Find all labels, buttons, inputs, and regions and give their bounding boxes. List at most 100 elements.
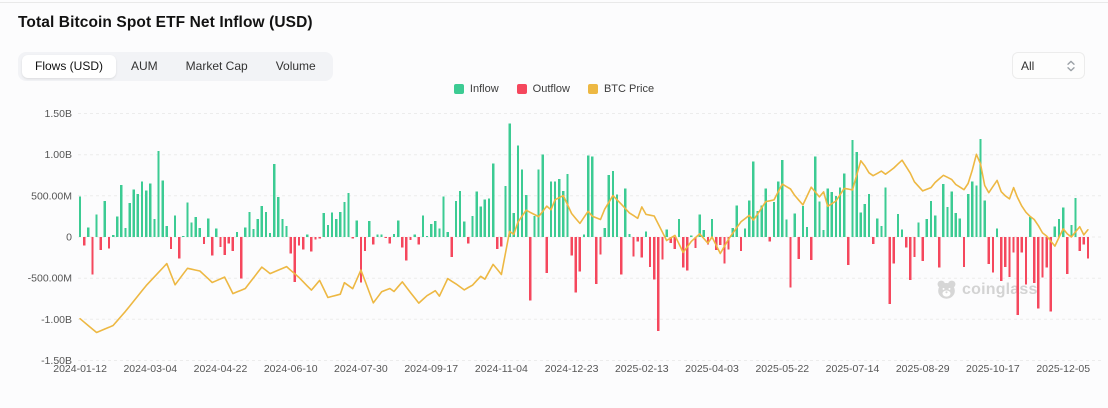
flow-bar[interactable] [252,228,255,237]
flow-bar[interactable] [211,237,214,256]
flow-bar[interactable] [1000,237,1003,282]
flow-bar[interactable] [805,226,809,237]
flow-bar[interactable] [107,237,111,249]
flow-bar[interactable] [413,234,416,237]
flow-bar[interactable] [479,206,482,238]
flow-bar[interactable] [326,225,330,237]
flow-bar[interactable] [330,212,334,237]
flow-bar[interactable] [611,171,615,237]
flow-bar[interactable] [756,211,759,237]
flow-bar[interactable] [987,237,990,264]
flow-bar[interactable] [591,156,594,238]
flow-bar[interactable] [136,194,139,237]
flow-bar[interactable] [962,237,966,267]
flow-bar[interactable] [306,234,309,237]
flow-bar[interactable] [355,220,358,237]
flow-bar[interactable] [504,185,507,237]
flow-bar[interactable] [1037,237,1040,309]
flow-bar[interactable] [376,234,379,237]
flow-bar[interactable] [727,237,730,250]
flow-bar[interactable] [1045,237,1048,268]
flow-bar[interactable] [723,237,726,264]
flow-bar[interactable] [867,193,871,237]
flow-bar[interactable] [1004,237,1007,268]
flow-bar[interactable] [971,181,974,237]
flow-bar[interactable] [830,191,833,237]
flow-bar[interactable] [587,155,590,237]
flow-bar[interactable] [942,184,945,237]
flow-bar[interactable] [145,190,148,237]
flow-bar[interactable] [905,237,908,248]
flow-bar[interactable] [541,154,544,237]
flow-bar[interactable] [917,222,920,237]
flow-bar[interactable] [219,237,222,248]
flow-bar[interactable] [599,237,602,255]
flow-bar[interactable] [781,160,784,237]
flow-bar[interactable] [78,196,82,237]
flow-bar[interactable] [392,234,396,237]
flow-bar[interactable] [516,145,520,237]
flow-bar[interactable] [938,237,941,268]
flow-bar[interactable] [801,206,805,237]
flow-bar[interactable] [359,237,363,283]
flow-bar[interactable] [847,237,850,266]
flow-bar[interactable] [1078,237,1081,252]
flow-bar[interactable] [161,180,164,237]
flow-bar[interactable] [401,237,404,248]
flow-bar[interactable] [834,195,838,237]
flow-bar[interactable] [335,219,338,237]
flow-bar[interactable] [929,200,933,237]
flow-bar[interactable] [1074,197,1077,237]
flow-bar[interactable] [318,237,321,239]
flow-bar[interactable] [603,228,606,237]
flow-bar[interactable] [223,237,226,255]
flow-bar[interactable] [471,216,474,237]
flow-bar[interactable] [979,139,982,237]
flow-bar[interactable] [545,237,548,273]
flow-bar[interactable] [363,237,367,251]
flow-bar[interactable] [268,233,272,237]
flow-bar[interactable] [384,237,387,239]
flow-bar[interactable] [690,235,693,237]
flow-bar[interactable] [789,237,792,288]
flow-bar[interactable] [116,216,119,237]
flow-bar[interactable] [702,230,705,237]
flow-bar[interactable] [1029,217,1032,237]
flow-bar[interactable] [260,205,263,237]
tab-volume[interactable]: Volume [275,58,316,73]
flow-bar[interactable] [925,219,928,237]
flow-bar[interactable] [1024,237,1028,285]
flow-bar[interactable] [686,237,689,271]
flow-bar[interactable] [368,221,371,237]
flow-bar[interactable] [537,169,540,237]
flow-bar[interactable] [244,227,247,237]
flow-bar[interactable] [880,226,883,237]
flow-bar[interactable] [132,189,135,237]
flow-bar[interactable] [640,237,643,258]
flow-bar[interactable] [553,181,557,237]
flow-bar[interactable] [343,202,346,237]
flow-bar[interactable] [492,163,495,238]
flow-bar[interactable] [446,232,449,237]
flow-bar[interactable] [636,237,639,242]
flow-bar[interactable] [615,194,619,237]
flow-bar[interactable] [657,237,660,331]
flow-bar[interactable] [157,151,160,237]
flow-bar[interactable] [128,203,131,237]
flow-bar[interactable] [896,214,900,237]
flow-bar[interactable] [1008,237,1011,278]
flow-bar[interactable] [112,234,115,237]
flow-bar[interactable] [669,237,672,244]
flow-bar[interactable] [843,173,846,237]
flow-bar[interactable] [153,219,156,237]
flow-bar[interactable] [764,188,767,237]
flow-bar[interactable] [694,237,697,249]
flow-bar[interactable] [1041,237,1044,278]
flow-bar[interactable] [578,237,581,272]
flow-bar[interactable] [512,212,515,237]
flow-bar[interactable] [797,237,800,260]
flow-bar[interactable] [207,218,210,237]
flow-bar[interactable] [772,202,776,237]
flow-bar[interactable] [289,237,292,254]
